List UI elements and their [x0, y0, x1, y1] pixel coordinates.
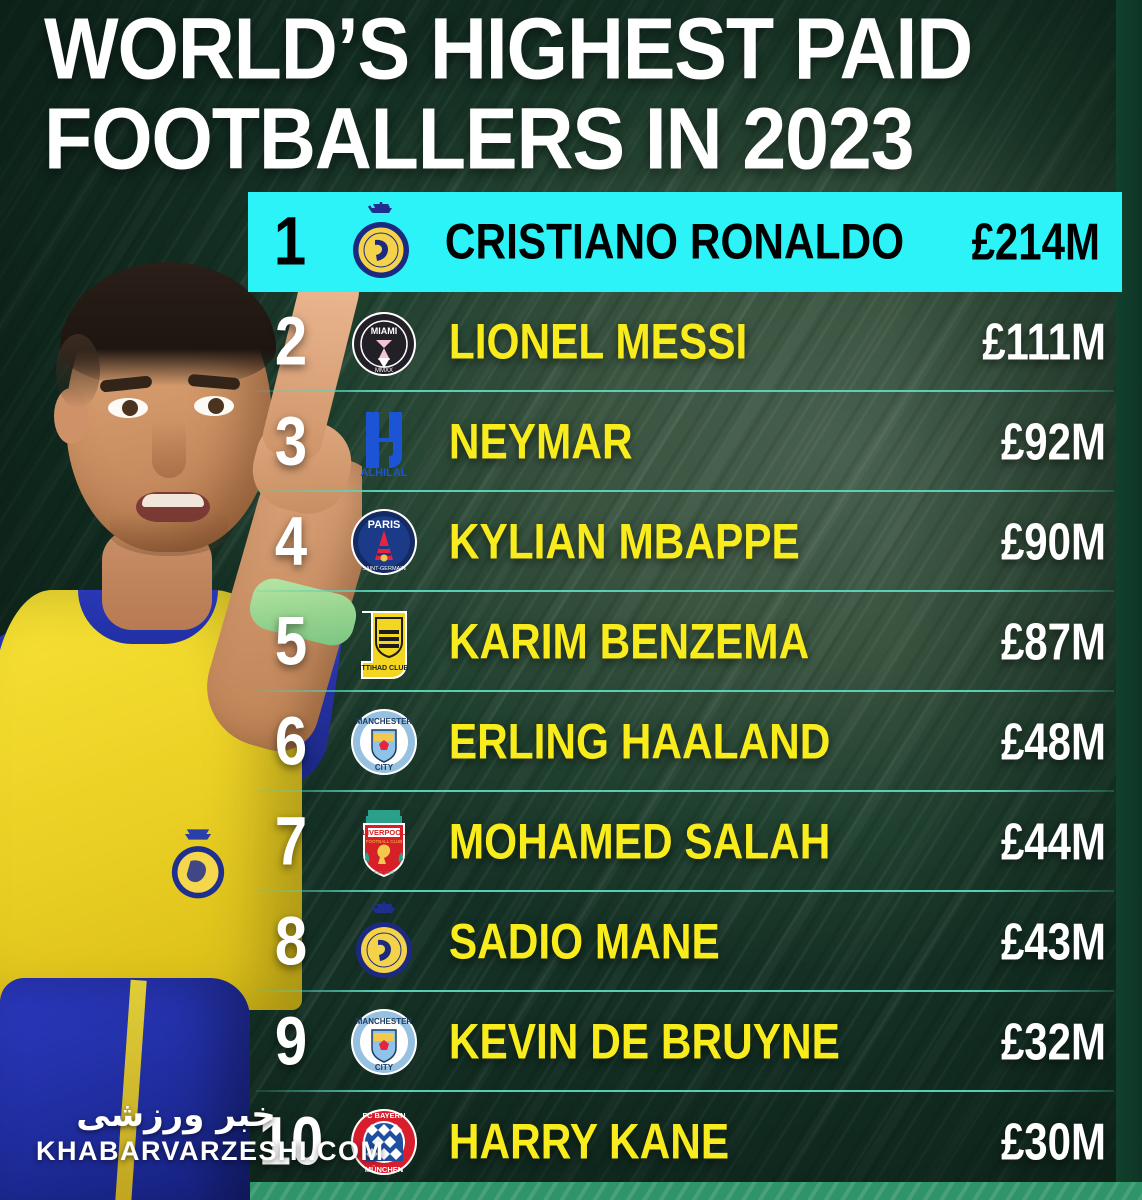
rank-number: 8 — [274, 903, 308, 980]
rank-number: 10 — [258, 1103, 324, 1180]
rank-number: 4 — [274, 503, 308, 580]
svg-text:MÜNCHEN: MÜNCHEN — [365, 1165, 403, 1174]
title-line-2: FOOTBALLERS IN 2023 — [44, 90, 915, 189]
svg-text:FC BAYERN: FC BAYERN — [362, 1111, 405, 1120]
rank-number: 3 — [274, 403, 308, 480]
table-row[interactable]: 7 LIVERPOOL FOOTBALL CLUB EST 1892 MOHAM… — [248, 792, 1128, 892]
player-name: KEVIN DE BRUYNE — [448, 1014, 840, 1070]
rank-number: 2 — [274, 303, 308, 380]
svg-text:FOOTBALL CLUB: FOOTBALL CLUB — [366, 839, 403, 844]
bottom-accent-band — [0, 1182, 1142, 1200]
svg-text:EST 1892: EST 1892 — [374, 870, 394, 875]
rank-number: 6 — [274, 703, 308, 780]
rank-number: 1 — [273, 203, 307, 280]
al-nassr-badge-icon — [352, 202, 409, 278]
earnings-amount: £92M — [1000, 412, 1106, 471]
ranking-table: 1 CRISTIANO RONALDO £214M 2 MIAMI — [248, 192, 1128, 1192]
al-nassr-badge-icon — [356, 902, 412, 978]
row-divider — [256, 990, 1114, 992]
psg-badge-icon: PARIS SAINT-GERMAIN — [351, 509, 417, 575]
player-name: KARIM BENZEMA — [448, 614, 810, 670]
earnings-amount: £32M — [1000, 1012, 1106, 1071]
photo-chin — [110, 512, 228, 556]
svg-text:CITY: CITY — [375, 1063, 394, 1072]
svg-text:PARIS: PARIS — [368, 519, 401, 531]
svg-text:ALHILAL: ALHILAL — [360, 467, 407, 479]
player-name: KYLIAN MBAPPE — [448, 514, 800, 570]
photo-shirt-crest-icon — [160, 820, 232, 906]
row-divider — [256, 390, 1114, 392]
row-divider — [256, 790, 1114, 792]
svg-text:SAINT-GERMAIN: SAINT-GERMAIN — [362, 566, 405, 572]
row-divider — [256, 1090, 1114, 1092]
svg-text:MANCHESTER: MANCHESTER — [356, 717, 413, 726]
club-badge: PARIS SAINT-GERMAIN — [334, 500, 434, 584]
earnings-amount: £214M — [971, 212, 1100, 271]
club-badge — [334, 900, 434, 984]
man-city-badge-icon: MANCHESTER CITY — [351, 709, 417, 775]
rank-number: 7 — [274, 803, 308, 880]
table-row[interactable]: 2 MIAMI MMXX LIONEL MESSI £111M — [248, 292, 1128, 392]
row-divider — [256, 590, 1114, 592]
player-name: LIONEL MESSI — [448, 314, 748, 370]
table-row[interactable]: 6 MANCHESTER CITY ERLING HAALAND £48M — [248, 692, 1128, 792]
bayern-badge-icon: FC BAYERN MÜNCHEN — [351, 1109, 417, 1175]
table-row[interactable]: 9 MANCHESTER CITY KEVIN DE BRUYNE £32M — [248, 992, 1128, 1092]
photo-nose — [152, 420, 186, 478]
club-badge — [332, 200, 430, 284]
svg-text:MIAMI: MIAMI — [371, 326, 398, 336]
row-divider — [256, 490, 1114, 492]
table-row[interactable]: 5 ITTIHAD CLUB KARIM BENZEMA £87M — [248, 592, 1128, 692]
earnings-amount: £87M — [1000, 612, 1106, 671]
player-name: CRISTIANO RONALDO — [444, 214, 904, 270]
player-photo-ronaldo — [0, 120, 362, 1200]
player-name: SADIO MANE — [448, 914, 720, 970]
title-line-1: WORLD’S HIGHEST PAID — [44, 0, 973, 99]
rank-number: 9 — [274, 1003, 308, 1080]
photo-pupil-left — [122, 400, 138, 416]
club-badge: ALHILAL — [334, 400, 434, 484]
table-row[interactable]: 8 SADIO MANE £43M — [248, 892, 1128, 992]
al-hilal-badge-icon: ALHILAL — [360, 412, 408, 479]
table-row[interactable]: 1 CRISTIANO RONALDO £214M — [248, 192, 1122, 292]
earnings-amount: £44M — [1000, 812, 1106, 871]
club-badge: MANCHESTER CITY — [334, 1000, 434, 1084]
photo-pupil-right — [208, 398, 224, 414]
player-name: NEYMAR — [448, 414, 633, 470]
earnings-amount: £48M — [1000, 712, 1106, 771]
row-divider — [256, 690, 1114, 692]
rank-number: 5 — [274, 603, 308, 680]
player-name: HARRY KANE — [448, 1114, 730, 1170]
row-divider — [256, 890, 1114, 892]
svg-text:MANCHESTER: MANCHESTER — [356, 1017, 413, 1026]
player-name: ERLING HAALAND — [448, 714, 831, 770]
club-badge: ITTIHAD CLUB — [334, 600, 434, 684]
svg-text:LIVERPOOL: LIVERPOOL — [362, 828, 406, 837]
club-badge: LIVERPOOL FOOTBALL CLUB EST 1892 — [334, 800, 434, 884]
al-ittihad-badge-icon: ITTIHAD CLUB — [360, 611, 409, 679]
svg-text:CITY: CITY — [375, 763, 394, 772]
club-badge: MANCHESTER CITY — [334, 700, 434, 784]
table-row[interactable]: 3 ALHILAL NEYMAR £92M — [248, 392, 1128, 492]
earnings-amount: £43M — [1000, 912, 1106, 971]
earnings-amount: £90M — [1000, 512, 1106, 571]
liverpool-badge-icon: LIVERPOOL FOOTBALL CLUB EST 1892 — [362, 810, 406, 878]
inter-miami-badge-icon: MIAMI MMXX — [352, 312, 416, 376]
earnings-amount: £30M — [1000, 1112, 1106, 1171]
table-row[interactable]: 10 FC BAYERN MÜNCHEN HARRY KANE £30M — [248, 1092, 1128, 1192]
svg-text:MMXX: MMXX — [375, 368, 393, 374]
club-badge: FC BAYERN MÜNCHEN — [334, 1100, 434, 1184]
page-title: WORLD’S HIGHEST PAID FOOTBALLERS IN 2023 — [44, 6, 1104, 183]
table-row[interactable]: 4 PARIS SAINT-GERMAIN KYLIAN MBAPPE £90M — [248, 492, 1128, 592]
man-city-badge-icon: MANCHESTER CITY — [351, 1009, 417, 1075]
photo-teeth — [142, 494, 204, 507]
svg-text:ITTIHAD CLUB: ITTIHAD CLUB — [360, 665, 409, 672]
earnings-amount: £111M — [982, 312, 1106, 371]
club-badge: MIAMI MMXX — [334, 300, 434, 384]
photo-hair-fade — [56, 334, 100, 408]
watermark-farsi-logo: خبر ورزشی — [76, 1095, 276, 1135]
watermark: خبر ورزشی KHABARVARZESHI.COM — [36, 1095, 385, 1166]
player-name: MOHAMED SALAH — [448, 814, 831, 870]
watermark-domain: KHABARVARZESHI.COM — [36, 1136, 385, 1166]
